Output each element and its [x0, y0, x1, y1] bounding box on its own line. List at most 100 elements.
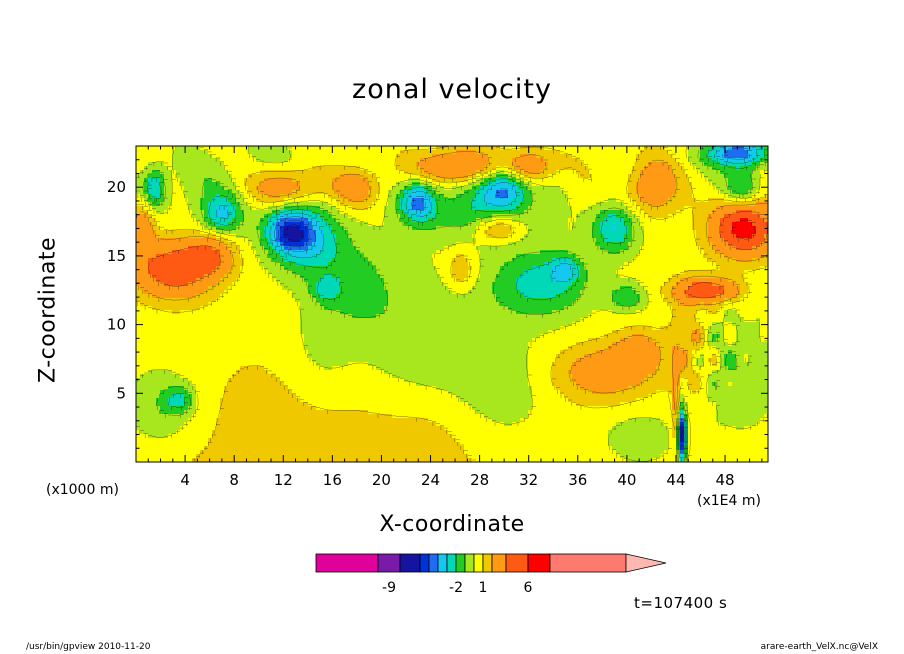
field-cell: [584, 262, 625, 267]
field-cell: [156, 278, 197, 283]
field-cell: [308, 286, 317, 291]
field-cell: [220, 262, 233, 267]
field-cell: [572, 274, 581, 279]
field-cell: [668, 198, 697, 203]
field-cell: [184, 386, 197, 391]
field-cell: [380, 182, 397, 187]
field-cell: [552, 258, 573, 263]
field-cell: [664, 294, 673, 299]
field-cell: [628, 206, 641, 211]
field-cell: [436, 202, 473, 207]
field-cell: [232, 174, 249, 179]
field-cell: [384, 278, 441, 283]
field-cell: [720, 354, 725, 359]
field-cell: [700, 246, 713, 251]
field-cell: [604, 238, 625, 243]
field-cell: [672, 414, 677, 419]
field-cell: [240, 274, 273, 279]
field-cell: [144, 290, 205, 295]
field-cell: [268, 242, 273, 247]
field-cell: [464, 450, 617, 455]
field-cell: [256, 250, 269, 255]
field-cell: [684, 366, 693, 371]
field-cell: [360, 250, 437, 255]
field-cell: [572, 282, 585, 287]
field-cell: [588, 338, 621, 343]
field-cell: [724, 286, 741, 291]
field-cell: [396, 206, 401, 211]
field-cell: [640, 150, 669, 155]
field-cell: [720, 158, 753, 163]
field-cell: [568, 226, 573, 231]
field-cell: [688, 378, 701, 383]
field-cell: [376, 194, 389, 199]
field-cell: [476, 246, 601, 251]
field-cell: [628, 182, 637, 187]
field-cell: [184, 398, 193, 403]
field-cell: [588, 278, 637, 283]
field-cell: [572, 258, 581, 263]
field-cell: [696, 238, 709, 243]
field-cell: [248, 238, 261, 243]
field-cell: [596, 238, 605, 243]
field-cell: [420, 174, 437, 179]
field-cell: [160, 394, 173, 399]
field-cell: [732, 382, 768, 387]
field-cell: [340, 278, 385, 283]
field-cell: [508, 182, 517, 187]
field-cell: [672, 410, 677, 415]
field-cell: [244, 178, 265, 183]
field-cell: [752, 194, 765, 199]
field-cell: [220, 398, 301, 403]
field-cell: [704, 162, 721, 167]
field-cell: [668, 322, 701, 327]
field-cell: [272, 226, 277, 231]
field-cell: [136, 334, 305, 339]
field-cell: [632, 234, 645, 239]
field-cell: [672, 422, 677, 427]
field-cell: [672, 426, 677, 431]
field-cell: [372, 186, 381, 191]
footer-program-date: /usr/bin/gpview 2010-11-20: [26, 642, 151, 652]
field-cell: [664, 422, 673, 427]
field-cell: [752, 170, 761, 175]
field-cell: [236, 278, 277, 283]
field-cell: [168, 166, 173, 171]
field-cell: [680, 454, 685, 459]
field-cell: [532, 202, 569, 207]
field-cell: [672, 386, 677, 391]
field-cell: [228, 170, 261, 175]
field-cell: [164, 174, 173, 179]
field-cell: [220, 254, 233, 259]
field-cell: [716, 262, 768, 267]
field-cell: [220, 406, 317, 411]
field-cell: [348, 234, 473, 239]
field-cell: [752, 158, 761, 163]
field-cell: [332, 258, 369, 263]
field-cell: [420, 182, 433, 187]
field-cell: [516, 166, 545, 171]
field-cell: [688, 294, 717, 299]
field-cell: [432, 262, 453, 267]
field-cell: [172, 150, 209, 155]
field-cell: [324, 246, 337, 251]
field-cell: [696, 390, 709, 395]
field-cell: [680, 302, 701, 307]
field-cell: [592, 226, 601, 231]
field-cell: [136, 274, 153, 279]
field-cell: [708, 310, 717, 315]
field-cell: [684, 398, 709, 403]
field-cell: [184, 190, 205, 195]
field-cell: [720, 222, 733, 227]
colorbar-segment: [491, 553, 507, 573]
field-cell: [644, 286, 661, 291]
field-cell: [644, 238, 697, 243]
field-cell: [288, 158, 397, 163]
field-cell: [232, 250, 241, 255]
field-cell: [672, 374, 681, 379]
field-cell: [528, 350, 561, 355]
field-cell: [712, 370, 768, 375]
field-cell: [652, 338, 693, 343]
field-cell: [412, 182, 421, 187]
field-cell: [572, 378, 645, 383]
